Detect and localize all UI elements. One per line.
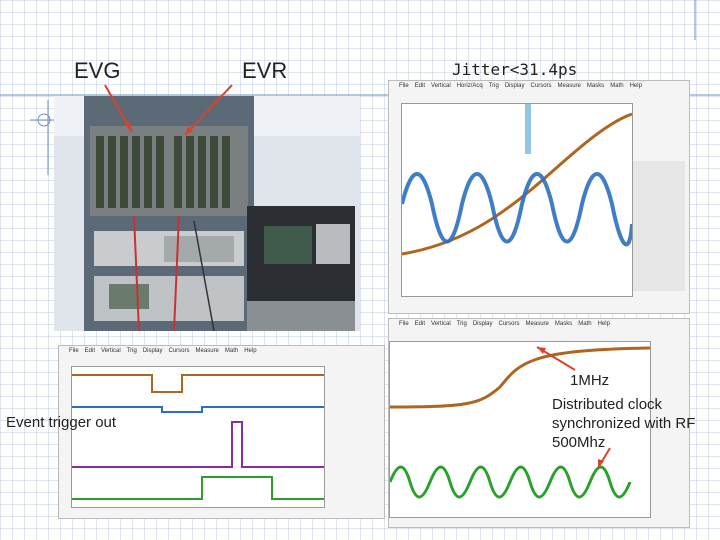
menu-trig[interactable]: Trig bbox=[488, 83, 499, 89]
equipment-photo bbox=[54, 96, 360, 331]
menu-measure[interactable]: Measure bbox=[557, 83, 581, 89]
menu-vertical[interactable]: Vertical bbox=[431, 83, 451, 89]
menu-help[interactable]: Help bbox=[244, 348, 257, 354]
menu-file[interactable]: File bbox=[69, 348, 79, 354]
scope-clock: File Edit Vertical Trig Display Cursors … bbox=[388, 318, 690, 528]
scope-event: File Edit Vertical Trig Display Cursors … bbox=[58, 345, 385, 519]
menu-help[interactable]: Help bbox=[597, 321, 610, 327]
evr-label: EVR bbox=[242, 58, 288, 83]
menu-masks[interactable]: Masks bbox=[586, 83, 605, 89]
menu-trig[interactable]: Trig bbox=[456, 321, 467, 327]
menu-display[interactable]: Display bbox=[142, 348, 163, 354]
menu-vertical[interactable]: Vertical bbox=[431, 321, 451, 327]
menu-trig[interactable]: Trig bbox=[126, 348, 137, 354]
jitter-label: Jitter<31.4ps bbox=[452, 60, 578, 79]
freq-label: 1MHz bbox=[570, 372, 610, 389]
menu-math[interactable]: Math bbox=[578, 321, 592, 327]
event-trigger-label: Event trigger out bbox=[6, 414, 117, 431]
menu-horiz[interactable]: Horiz/Acq bbox=[456, 83, 483, 89]
scope-screen-3 bbox=[388, 341, 651, 518]
scope-jitter: File Edit Vertical Horiz/Acq Trig Displa… bbox=[388, 80, 690, 314]
menu-edit[interactable]: Edit bbox=[414, 321, 426, 327]
distributed-clock-label: Distributed clock synchronized with RF 5… bbox=[552, 396, 696, 451]
menu-edit[interactable]: Edit bbox=[84, 348, 96, 354]
scope-menu-2: File Edit Vertical Trig Display Cursors … bbox=[59, 346, 384, 368]
measure-panel bbox=[633, 161, 685, 291]
menu-masks[interactable]: Masks bbox=[554, 321, 573, 327]
menu-math[interactable]: Math bbox=[224, 348, 239, 354]
menu-display[interactable]: Display bbox=[504, 83, 525, 89]
scope-menu: File Edit Vertical Horiz/Acq Trig Displa… bbox=[389, 81, 689, 103]
menu-file[interactable]: File bbox=[399, 83, 409, 89]
menu-measure[interactable]: Measure bbox=[525, 321, 549, 327]
scope-menu-3: File Edit Vertical Trig Display Cursors … bbox=[389, 319, 689, 341]
menu-cursors[interactable]: Cursors bbox=[168, 348, 190, 354]
menu-math[interactable]: Math bbox=[610, 83, 624, 89]
scope-screen bbox=[400, 103, 634, 297]
menu-cursors[interactable]: Cursors bbox=[498, 321, 520, 327]
scope-screen-2 bbox=[71, 366, 325, 508]
evg-label: EVG bbox=[74, 58, 121, 83]
menu-file[interactable]: File bbox=[399, 321, 409, 327]
menu-cursors[interactable]: Cursors bbox=[530, 83, 552, 89]
menu-measure[interactable]: Measure bbox=[195, 348, 219, 354]
menu-help[interactable]: Help bbox=[629, 83, 642, 89]
menu-edit[interactable]: Edit bbox=[414, 83, 426, 89]
menu-vertical[interactable]: Vertical bbox=[101, 348, 121, 354]
menu-display[interactable]: Display bbox=[472, 321, 493, 327]
